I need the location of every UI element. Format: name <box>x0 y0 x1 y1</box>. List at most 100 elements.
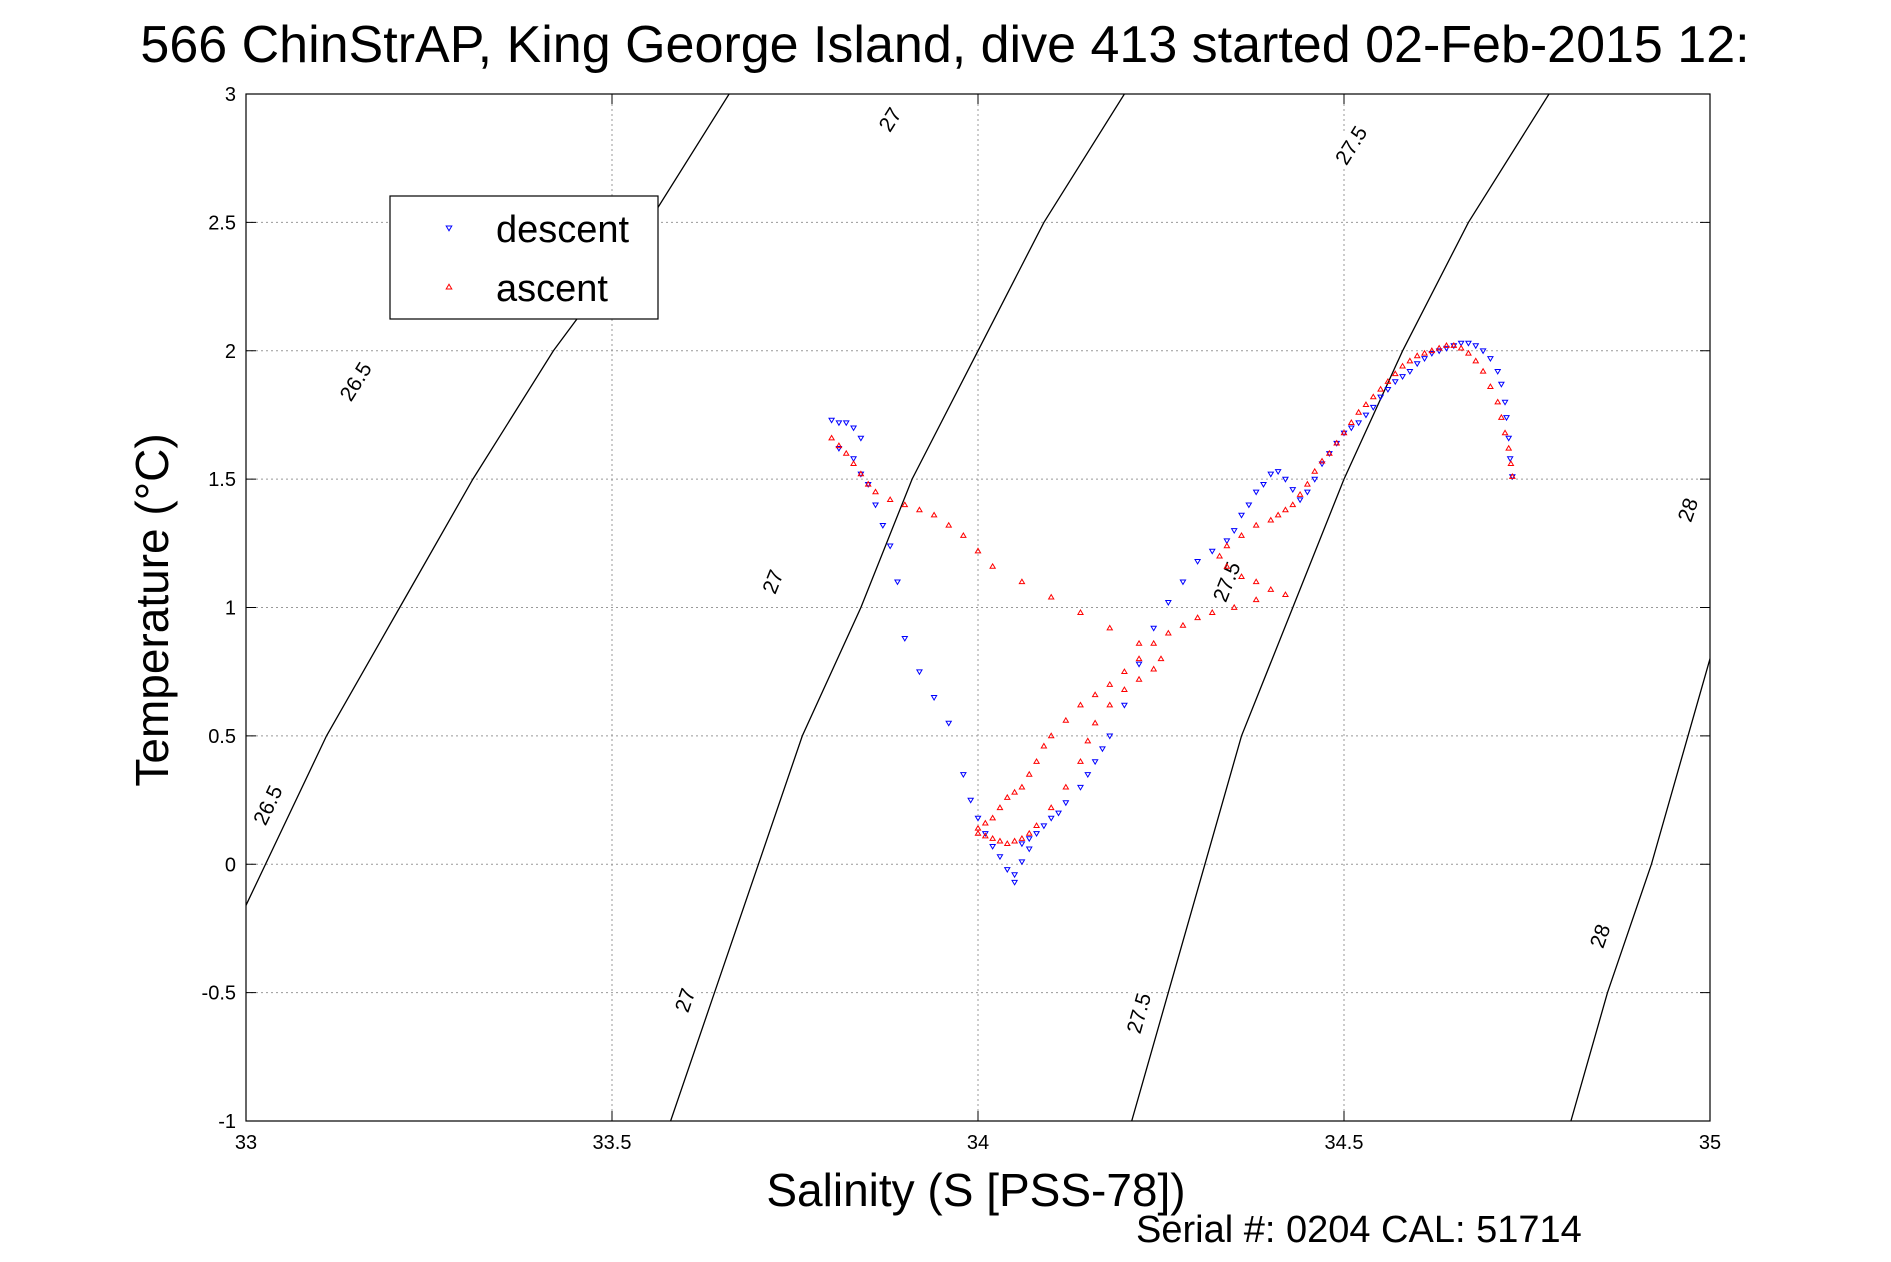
ascent-point <box>1106 680 1114 687</box>
descent-point <box>1406 368 1414 375</box>
ascent-point <box>981 819 989 826</box>
ascent-point <box>1391 370 1399 377</box>
descent-point <box>1486 356 1494 363</box>
descent-point <box>1435 348 1443 355</box>
descent-point <box>1077 784 1084 791</box>
ascent-point <box>1494 398 1502 405</box>
y-tick-label: 0.5 <box>208 726 236 748</box>
ascent-point <box>1223 562 1231 569</box>
contour-label-bg <box>333 356 376 406</box>
descent-point <box>930 695 938 701</box>
contour-label-bg <box>1580 911 1616 960</box>
ascent-point <box>1289 501 1297 508</box>
descent-point <box>1472 343 1480 350</box>
ascent-point <box>1450 342 1458 348</box>
descent-point <box>1098 746 1106 753</box>
descent-point <box>1479 348 1487 355</box>
contour-label-bg <box>1120 988 1154 1037</box>
ascent-point <box>1011 837 1019 844</box>
descent-point <box>1369 404 1377 411</box>
ascent-point <box>1355 408 1363 415</box>
ascent-point <box>1443 342 1450 348</box>
descent-point <box>1281 476 1289 483</box>
legend-entry-descent: descent <box>496 209 630 251</box>
x-tick-label: 33.5 <box>593 1132 632 1154</box>
ascent-point <box>1486 383 1494 390</box>
ascent-point <box>872 488 879 495</box>
descent-point <box>974 815 982 822</box>
ascent-point <box>1025 829 1033 836</box>
ascent-point <box>1281 591 1289 597</box>
contour-label-text: 27.5 <box>1209 559 1246 605</box>
ascent-point <box>1406 357 1414 364</box>
ascent-point <box>1077 701 1084 708</box>
descent-point <box>1384 386 1392 393</box>
ascent-point <box>915 506 923 513</box>
ascent-point <box>1238 573 1245 580</box>
descent-point <box>1428 350 1436 357</box>
descent-point <box>967 797 975 804</box>
contour-label: 26.5 <box>246 779 288 829</box>
contour-label-bg <box>246 779 286 829</box>
serial-cal-footer: Serial #: 0204 CAL: 51714 <box>1136 1209 1582 1251</box>
ascent-point <box>974 829 982 836</box>
ascent-point <box>1216 552 1224 559</box>
descent-point <box>1025 846 1033 853</box>
descent-point <box>1091 759 1099 766</box>
ascent-point <box>1150 639 1158 646</box>
contour-label-bg <box>665 975 701 1025</box>
x-tick-label: 33 <box>235 1132 257 1154</box>
descent-point <box>1443 345 1450 352</box>
ascent-point <box>1457 344 1465 351</box>
ascent-point <box>930 511 938 518</box>
ascent-point <box>857 470 865 477</box>
ascent-point <box>1179 621 1187 628</box>
ascent-point <box>1040 742 1048 749</box>
descent-point <box>1311 476 1319 483</box>
descent-point <box>1413 361 1421 368</box>
ascent-point <box>959 532 967 538</box>
descent-point <box>1503 415 1510 422</box>
descent-point <box>1150 625 1158 632</box>
ascent-point <box>1274 511 1282 518</box>
ascent-point <box>1003 793 1011 800</box>
descent-point <box>1296 497 1304 504</box>
descent-point <box>1506 456 1514 463</box>
descent-point <box>1011 872 1019 879</box>
contour-label-bg <box>867 94 910 144</box>
data-points <box>828 340 1516 886</box>
ascent-point <box>1047 593 1055 600</box>
ascent-point <box>1252 521 1260 528</box>
ascent-point <box>1252 596 1260 603</box>
ascent-point <box>1033 757 1041 764</box>
series-ascent <box>828 342 1516 847</box>
ascent-point <box>1077 609 1084 615</box>
ascent-point <box>1497 413 1505 420</box>
x-tick-label: 34.5 <box>1325 1132 1364 1154</box>
y-axis-label: Temperature (°C) <box>126 433 178 786</box>
ascent-point <box>1018 834 1026 841</box>
ascent-point <box>1501 429 1509 436</box>
ascent-point <box>1018 783 1026 790</box>
legend-box <box>389 195 659 320</box>
ascent-point <box>1413 352 1421 359</box>
descent-point <box>1274 469 1282 476</box>
ascent-point <box>1311 467 1319 474</box>
descent-point <box>1260 481 1267 488</box>
descent-point <box>959 772 967 778</box>
descent-point <box>1362 412 1370 419</box>
descent-point <box>872 502 879 509</box>
descent-point <box>835 445 843 452</box>
ascent-point <box>1106 701 1114 708</box>
descent-point <box>879 523 887 529</box>
contour-label-bg <box>1206 556 1244 606</box>
ascent-point <box>1318 457 1326 464</box>
ascent-point <box>1062 783 1070 790</box>
descent-point <box>1347 425 1355 432</box>
descent-point <box>1208 548 1216 555</box>
ascent-point <box>1333 439 1341 446</box>
descent-point <box>1267 471 1275 478</box>
ascent-point <box>1011 788 1019 795</box>
descent-point <box>996 854 1004 861</box>
descent-point <box>1318 461 1326 468</box>
